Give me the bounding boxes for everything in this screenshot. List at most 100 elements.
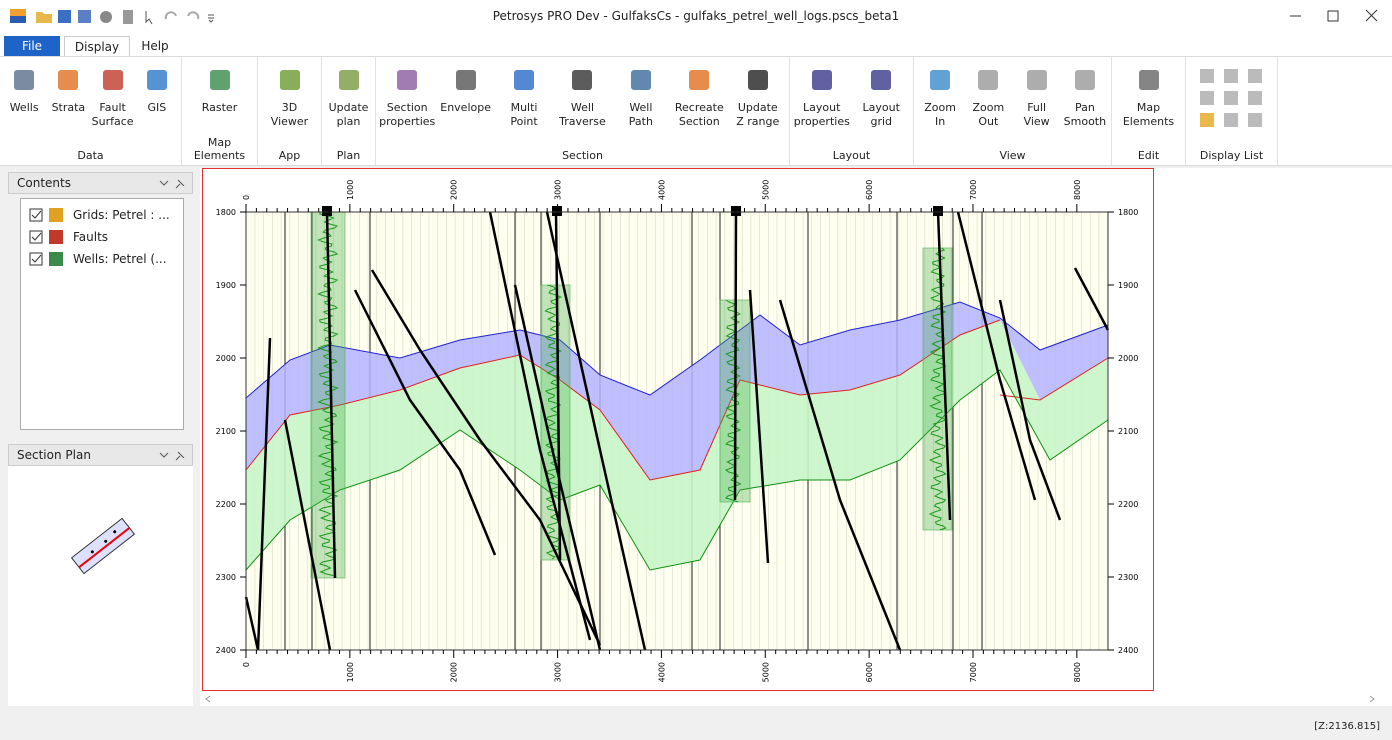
open-icon[interactable] [36,12,52,23]
close-button[interactable] [1365,9,1378,22]
y-tick-label-left: 2400 [216,646,236,655]
fault [956,211,1037,501]
settings-icon[interactable] [100,11,112,23]
x-tick-label-bottom: 5000 [761,662,770,682]
button-label: Fault Surface [91,101,134,128]
icon-shape [811,70,832,90]
icon-shape [1074,70,1095,90]
button-label: Full View [1023,101,1050,128]
ribbon-button[interactable]: Multi Point [497,57,551,165]
fault [778,299,902,651]
ribbon-button[interactable]: Layout properties [794,57,850,165]
ribbon-button[interactable]: Well Traverse [555,57,609,165]
checkmark [31,232,42,241]
fault [998,299,1062,521]
well-path [554,211,562,561]
plan-well [104,539,108,543]
section-plan-map [70,517,136,575]
ribbon-button[interactable]: Update Z range [731,57,785,165]
menu-tabs: File Display Help [0,32,1392,57]
tree-item[interactable]: Faults [29,229,108,245]
x-tick-label-top: 6000 [865,180,874,200]
y-tick-label-right: 2200 [1118,500,1138,509]
ribbon-button[interactable]: Section properties [379,57,435,165]
ribbon-group: Map Elements Edit [1112,57,1186,165]
panel-controls[interactable] [158,178,186,190]
section-plan-panel [8,466,193,706]
x-tick-label-top: 4000 [657,180,666,200]
select-icon[interactable] [145,11,153,25]
customize-icon[interactable] [208,14,214,23]
well-path [733,211,738,501]
well-path [936,211,952,521]
horizontal-scrollbar[interactable] [200,693,1392,705]
save-as-icon[interactable] [78,10,91,23]
ribbon-button[interactable]: Recreate Section [672,57,726,165]
x-tick-label-top: 8000 [1073,180,1082,200]
ribbon-button[interactable]: Map Elements [1122,57,1176,165]
panel-controls[interactable] [158,450,186,462]
ribbon-button[interactable]: Pan Smooth [1061,57,1109,165]
layer-icon [49,208,63,222]
menu-tab[interactable]: Display [64,36,130,57]
button-label: Strata [51,101,86,114]
layer-icon [49,252,63,266]
icon-shape [1223,113,1238,127]
button-label: Wells [9,101,39,114]
lower-zone [246,320,1108,570]
ribbon-button[interactable]: Envelope [439,57,493,165]
ribbon-button[interactable]: Raster [193,57,247,165]
y-tick-label-right: 2000 [1118,354,1138,363]
ribbon-group: Zoom In Zoom Out Full View Pan Smooth View [914,57,1112,165]
y-tick-label-left: 2000 [216,354,236,363]
x-tick-label-bottom: 3000 [554,662,563,682]
button-label: Zoom Out [972,101,1005,128]
list-icon[interactable] [123,10,133,24]
group-label: Plan [336,149,361,162]
ribbon-button[interactable]: 3D Viewer [263,57,317,165]
display-list-icons[interactable] [1192,65,1272,135]
x-tick-label-bottom: 8000 [1073,662,1082,682]
ribbon-button[interactable]: Zoom In [916,57,964,165]
y-tick-label-right: 1900 [1118,281,1138,290]
save-icon[interactable] [58,10,71,23]
redo-icon[interactable] [187,11,200,20]
group-label: Layout [832,149,871,162]
button-icon [514,70,535,90]
ribbon-button[interactable]: Well Path [614,57,668,165]
ribbon-button[interactable]: Fault Surface [91,57,135,165]
checkbox [29,208,43,222]
button-icon [14,70,35,90]
ribbon-button[interactable]: Zoom Out [964,57,1012,165]
icon-shape [338,70,359,90]
ribbon-button[interactable]: GIS [135,57,179,165]
undo-icon[interactable] [164,11,177,20]
tree-item[interactable]: Wells: Petrel (... [29,251,167,267]
ribbon-button[interactable]: Layout grid [854,57,908,165]
ribbon-button[interactable]: Full View [1013,57,1061,165]
maximize-button[interactable] [1327,10,1339,22]
button-icon [397,70,418,90]
y-tick-label-left: 2100 [216,427,236,436]
x-tick-label-top: 5000 [761,180,770,200]
y-tick-label-left: 2300 [216,573,236,582]
y-tick-label-right: 2100 [1118,427,1138,436]
y-tick-label-left: 1900 [216,281,236,290]
menu-tab[interactable]: Help [141,39,169,53]
tree-item[interactable]: Grids: Petrel : ... [29,207,170,223]
x-tick-label-top: 3000 [554,180,563,200]
y-tick-label-left: 1800 [216,208,236,217]
button-icon [1026,70,1047,90]
quick-access-toolbar [10,9,214,25]
plan-section-line [78,527,131,569]
ribbon-button[interactable]: Update plan [324,57,373,165]
fault [513,284,602,651]
ribbon-button[interactable]: Wells [2,57,46,165]
ribbon-button[interactable]: Strata [46,57,90,165]
ribbon-group: 3D Viewer App [258,57,322,165]
ribbon-group: Update plan Plan [322,57,376,165]
icon-shape [1199,69,1214,83]
icon-shape [1199,91,1214,105]
group-label: View [999,149,1026,162]
menu-tab[interactable]: File [4,36,60,56]
